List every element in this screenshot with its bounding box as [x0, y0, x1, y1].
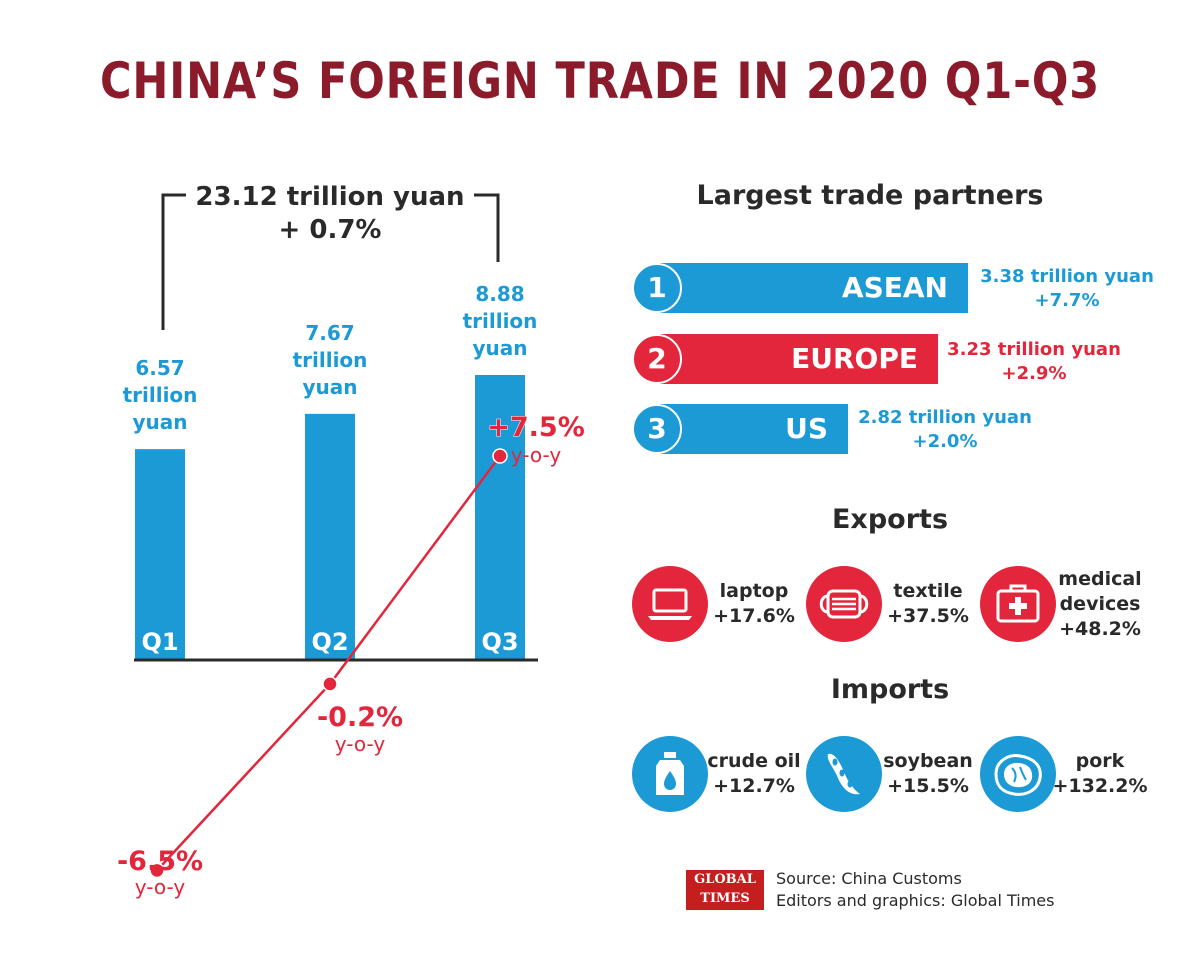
import-item-pork: pork +132.2% [1052, 749, 1148, 799]
yoy-sublabel: y-o-y [135, 875, 186, 899]
partners-title: Largest trade partners [696, 180, 1044, 211]
item-name: laptop [719, 580, 789, 602]
medical-kit-icon [980, 566, 1056, 642]
partner-value-text: 3.23 trillion yuan [947, 339, 1121, 360]
partner-rank-badge: 1 [632, 263, 682, 313]
value-label: trillion [123, 383, 198, 407]
bracket-right [474, 193, 500, 262]
yoy-sublabel: y-o-y [335, 732, 386, 756]
item-change: +37.5% [887, 605, 969, 627]
value-label: yuan [302, 375, 357, 399]
value-label: yuan [472, 336, 527, 360]
yoy-point [322, 676, 338, 692]
total-bracket: 23.12 trillion yuan+ 0.7% [161, 182, 500, 330]
item-name: soybean [883, 750, 973, 772]
soybean-icon [806, 736, 882, 812]
export-item-textile: textile +37.5% [882, 579, 974, 629]
yoy-value-label: +7.5% [487, 412, 585, 443]
value-label: 6.57 [135, 356, 184, 380]
source-note: Source: China Customs Editors and graphi… [776, 868, 1054, 912]
partner-value-text: 3.38 trillion yuan [980, 266, 1154, 287]
pork-icon [980, 736, 1056, 812]
yoy-value-label: -6.5% [117, 846, 203, 877]
yoy-point [492, 448, 508, 464]
value-label: trillion [293, 348, 368, 372]
partner-bar-us: US [660, 404, 848, 454]
trade-chart: 23.12 trillion yuan+ 0.7% Q1 6.57 trillion… [117, 182, 585, 899]
value-label: 7.67 [305, 321, 354, 345]
partner-value-text: 2.82 trillion yuan [858, 407, 1032, 428]
bar [135, 449, 185, 660]
partner-value-asean: 3.38 trillion yuan +7.7% [978, 265, 1156, 313]
item-change: +132.2% [1052, 775, 1148, 797]
import-item-soybean: soybean +15.5% [880, 749, 976, 799]
partner-rank-badge: 2 [632, 334, 682, 384]
item-change: +48.2% [1059, 618, 1141, 640]
source-text: Source: China Customs [776, 869, 962, 888]
partner-change-text: +2.0% [912, 431, 978, 452]
bracket-left [161, 193, 186, 330]
item-change: +12.7% [713, 775, 795, 797]
total-label: 23.12 trillion yuan [195, 182, 464, 212]
imports-title: Imports [830, 674, 950, 705]
exports-title: Exports [831, 504, 949, 535]
yoy-sublabel: y-o-y [511, 443, 562, 467]
item-name: medical [1058, 568, 1142, 590]
item-name: textile [893, 580, 963, 602]
yoy-point [149, 862, 165, 879]
export-item-laptop: laptop +17.6% [708, 579, 800, 629]
total-change: + 0.7% [279, 215, 382, 245]
category-label: Q2 [311, 628, 348, 656]
item-name: pork [1075, 750, 1125, 772]
item-name: devices [1059, 593, 1141, 615]
yoy-value-label: -0.2% [317, 702, 403, 733]
partner-change-text: +2.9% [1001, 363, 1067, 384]
value-label: 8.88 [475, 282, 524, 306]
oil-can-icon [632, 736, 708, 812]
value-label: trillion [463, 309, 538, 333]
partner-change-text: +7.7% [1034, 290, 1100, 311]
editors-text: Editors and graphics: Global Times [776, 891, 1055, 910]
bar [305, 413, 355, 660]
laptop-icon [632, 566, 708, 642]
export-item-medical-devices: medical devices +48.2% [1050, 567, 1150, 642]
item-name: crude oil [707, 750, 801, 772]
item-change: +17.6% [713, 605, 795, 627]
page-title: CHINA’S FOREIGN TRADE IN 2020 Q1-Q3 [99, 52, 1101, 110]
category-label: Q3 [481, 628, 518, 656]
category-label: Q1 [141, 628, 178, 656]
value-label: yuan [132, 410, 187, 434]
global-times-logo: GLOBAL TIMES [686, 870, 764, 910]
import-item-crude-oil: crude oil +12.7% [704, 749, 804, 799]
partner-rank-badge: 3 [632, 404, 682, 454]
mask-icon [806, 566, 882, 642]
partner-bar-asean: ASEAN [660, 263, 968, 313]
item-change: +15.5% [887, 775, 969, 797]
partner-value-europe: 3.23 trillion yuan +2.9% [944, 338, 1124, 386]
partner-bar-europe: EUROPE [660, 334, 938, 384]
partner-value-us: 2.82 trillion yuan +2.0% [856, 406, 1034, 454]
bar [475, 375, 525, 660]
